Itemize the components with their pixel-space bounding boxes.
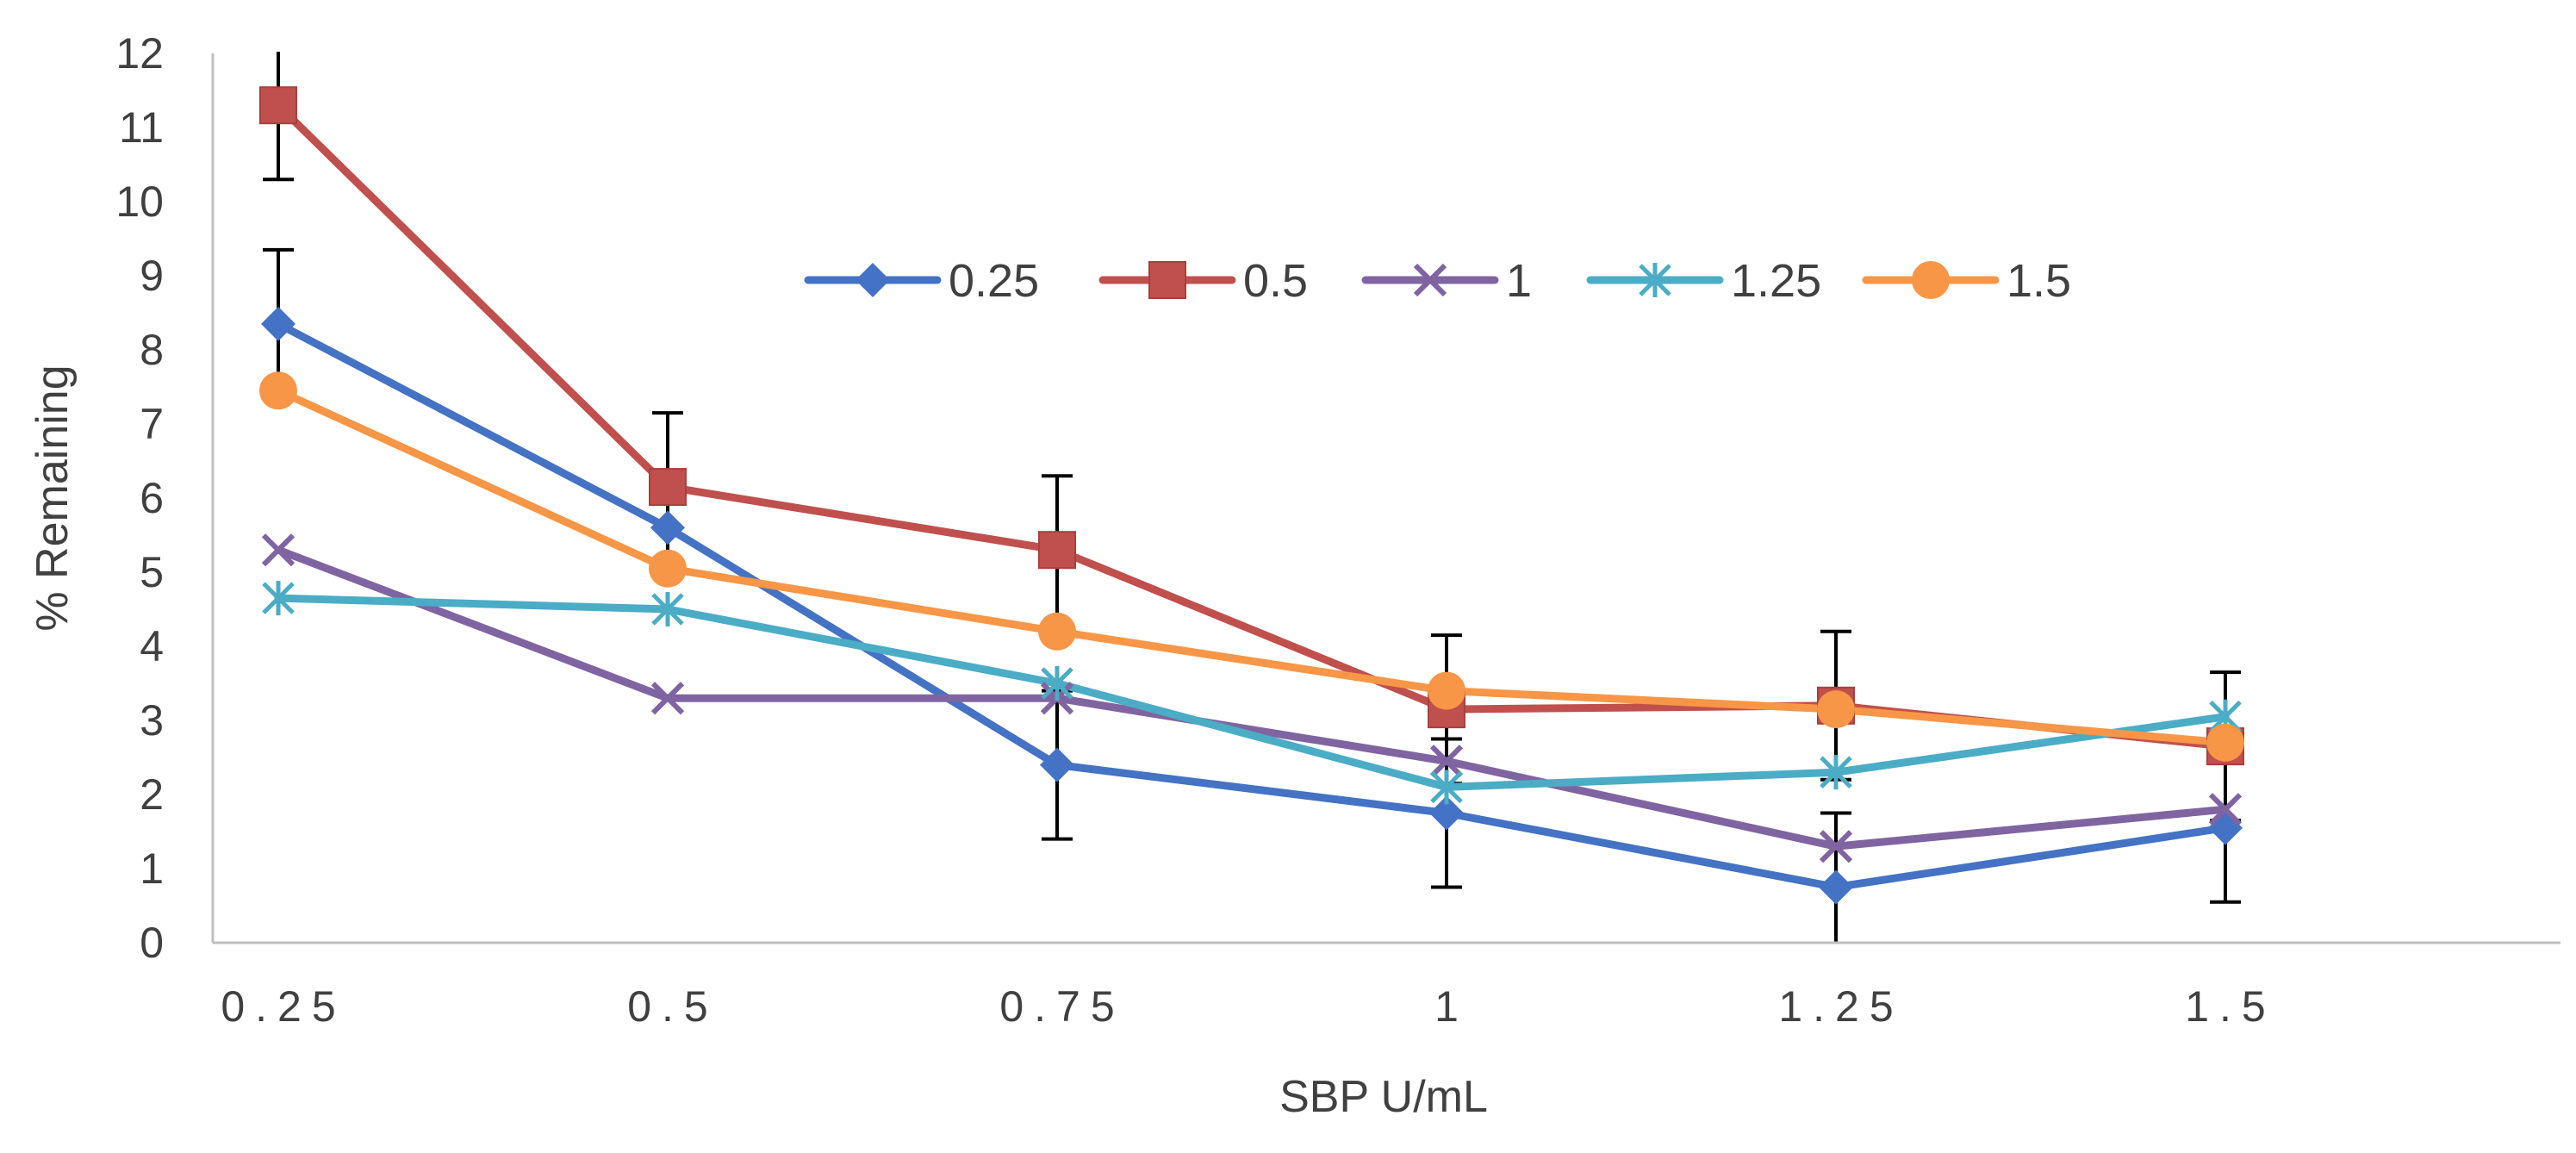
legend: 0.25 0.5 1 1.25 1.5 — [804, 255, 2071, 307]
series-line-1.5 — [274, 386, 2230, 747]
y-tick-label: 11 — [119, 103, 164, 152]
legend-label: 1.5 — [2007, 255, 2071, 307]
series-line-1.25 — [274, 594, 2230, 791]
data-point — [1820, 755, 1852, 790]
error-bars — [263, 52, 2241, 943]
data-point — [1428, 671, 1465, 710]
x-tick-label: 1.25 — [1778, 982, 1903, 1031]
data-point — [1429, 745, 1464, 778]
legend-item: 0.5 — [1098, 255, 1308, 307]
x-tick-label: 0.75 — [999, 982, 1124, 1031]
data-point — [1041, 666, 1073, 701]
legend-label: 0.25 — [949, 255, 1039, 307]
series-line-0.5 — [274, 101, 2230, 751]
legend-item: 1 — [1361, 255, 1532, 307]
y-tick-label: 8 — [140, 326, 164, 374]
data-point — [1040, 747, 1074, 782]
legend-marker — [856, 263, 890, 297]
x-tick-label: 0.25 — [221, 982, 345, 1031]
data-point — [259, 86, 297, 125]
series-line-0.25 — [274, 320, 2230, 891]
legend-label: 1 — [1506, 255, 1532, 307]
data-point — [1038, 612, 1076, 651]
y-tick-label: 10 — [115, 178, 164, 226]
x-tick-labels: 0.25 0.5 0.75 1 1.25 1.5 — [221, 982, 2276, 1031]
axes — [211, 53, 2560, 944]
data-point — [650, 510, 685, 545]
y-tick-label: 0 — [140, 919, 164, 967]
legend-item: 1.5 — [1862, 255, 2071, 307]
series-markers — [259, 86, 2244, 905]
y-tick-label: 3 — [140, 696, 164, 745]
x-axis-title: SBP U/mL — [1279, 1072, 1488, 1122]
data-point — [261, 533, 296, 567]
y-tick-label: 4 — [140, 622, 164, 670]
series-line-1 — [274, 545, 2230, 851]
y-axis-title: % Remaining — [28, 365, 78, 631]
legend-label: 0.5 — [1243, 255, 1308, 307]
data-point — [262, 581, 295, 616]
data-point — [651, 592, 684, 626]
legend-marker — [1639, 263, 1671, 297]
x-tick-label: 0.5 — [627, 982, 719, 1031]
x-tick-label: 1 — [1434, 982, 1469, 1031]
legend-marker — [1912, 261, 1950, 299]
data-point — [1038, 531, 1076, 570]
y-tick-label: 7 — [140, 400, 164, 448]
data-point — [1429, 795, 1464, 831]
y-tick-label: 5 — [140, 548, 164, 596]
data-point — [1819, 869, 1853, 905]
data-point — [650, 682, 685, 715]
legend-item: 0.25 — [804, 255, 1039, 307]
data-point — [2208, 810, 2243, 845]
y-tick-label: 1 — [140, 844, 164, 893]
y-tick-label: 9 — [140, 252, 164, 300]
data-point — [1819, 830, 1853, 863]
y-tick-label: 12 — [115, 29, 164, 78]
y-tick-label: 2 — [140, 770, 164, 819]
data-point — [259, 371, 297, 410]
legend-item: 1.25 — [1586, 255, 1821, 307]
data-point — [1817, 690, 1855, 729]
data-point — [649, 549, 687, 588]
data-point — [2208, 793, 2243, 826]
y-tick-label: 6 — [140, 474, 164, 522]
data-point — [649, 468, 687, 507]
series-lines — [274, 101, 2230, 891]
legend-marker — [1148, 261, 1186, 299]
data-point — [1430, 770, 1463, 805]
x-tick-label: 1.5 — [2185, 982, 2276, 1031]
legend-marker — [1413, 263, 1447, 297]
data-point — [2206, 723, 2244, 762]
data-point — [261, 306, 296, 341]
legend-label: 1.25 — [1731, 255, 1821, 307]
